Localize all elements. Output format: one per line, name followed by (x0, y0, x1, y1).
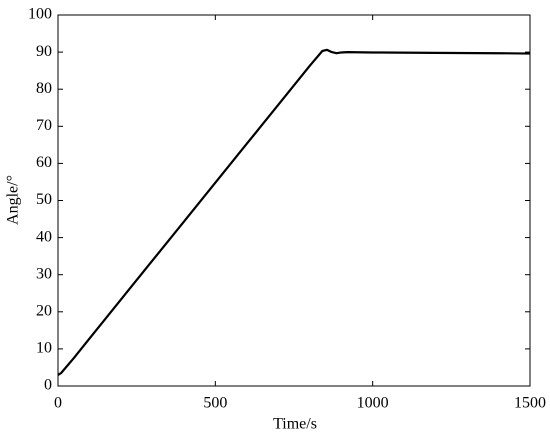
y-tick-label: 80 (36, 80, 52, 97)
y-tick-label: 90 (36, 43, 52, 60)
y-tick-label: 50 (36, 191, 52, 208)
y-tick-label: 100 (28, 6, 52, 23)
x-tick-label: 0 (54, 395, 62, 412)
x-tick-label: 1500 (514, 395, 546, 412)
y-axis-label: Angle/° (5, 175, 22, 225)
y-tick-label: 10 (36, 340, 52, 357)
y-tick-label: 40 (36, 228, 52, 245)
x-tick-label: 500 (203, 395, 227, 412)
x-axis-label: Time/s (273, 416, 317, 433)
y-tick-label: 60 (36, 154, 52, 171)
y-tick-label: 0 (44, 377, 52, 394)
y-tick-label: 70 (36, 117, 52, 134)
data-line (57, 48, 531, 376)
y-tick-label: 30 (36, 265, 52, 282)
x-tick-label: 1000 (357, 395, 389, 412)
y-tick-label: 20 (36, 302, 52, 319)
plot-frame (57, 14, 531, 387)
